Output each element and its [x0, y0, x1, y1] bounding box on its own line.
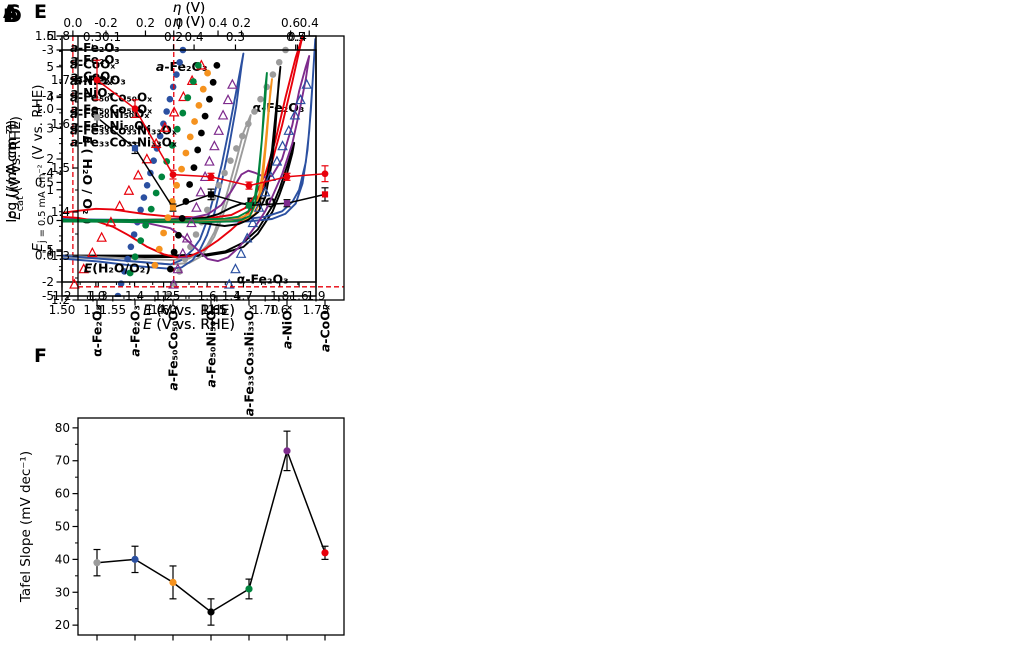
- svg-text:0.5: 0.5: [35, 175, 54, 189]
- svg-text:E (V vs. RHE): E (V vs. RHE): [143, 317, 235, 333]
- svg-text:0.0: 0.0: [63, 16, 82, 30]
- svg-text:0.4: 0.4: [185, 30, 204, 44]
- svg-text:1.6: 1.6: [51, 117, 70, 131]
- svg-text:log (j / A cm⁻²): log (j / A cm⁻²): [4, 124, 20, 223]
- svg-text:η (V): η (V): [173, 0, 206, 16]
- svg-text:50: 50: [55, 520, 70, 534]
- svg-text:30: 30: [55, 585, 70, 599]
- svg-text:1.2: 1.2: [51, 293, 70, 307]
- svg-text:0.2: 0.2: [136, 16, 155, 30]
- svg-text:70: 70: [55, 454, 70, 468]
- svg-text:a-Fe₂O₃: a-Fe₂O₃: [70, 41, 120, 55]
- svg-text:j (mA cm⁻²): j (mA cm⁻²): [4, 120, 20, 200]
- svg-text:-0.2: -0.2: [94, 16, 117, 30]
- svg-text:a-Fe₅₀Ni₅₀Oₓ: a-Fe₅₀Ni₅₀Oₓ: [70, 119, 149, 133]
- svg-text:a-Fe₅₀Co₅₀Oₓ: a-Fe₅₀Co₅₀Oₓ: [166, 304, 181, 390]
- svg-text:1.5: 1.5: [51, 161, 70, 175]
- svg-text:F: F: [34, 345, 47, 367]
- svg-text:1.75: 1.75: [303, 303, 330, 317]
- svg-text:1.65: 1.65: [201, 303, 228, 317]
- svg-text:-3: -3: [42, 43, 54, 57]
- svg-text:-4: -4: [42, 166, 54, 180]
- svg-text:1.7: 1.7: [51, 73, 70, 87]
- svg-text:E (V vs. RHE): E (V vs. RHE): [143, 303, 235, 319]
- svg-text:4: 4: [46, 91, 54, 105]
- svg-text:E(H₂O/O₂): E(H₂O/O₂): [84, 261, 151, 276]
- svg-text:0.3: 0.3: [83, 30, 102, 44]
- svg-text:0.4: 0.4: [288, 30, 307, 44]
- svg-text:20: 20: [55, 618, 70, 632]
- svg-text:0.1: 0.1: [102, 30, 121, 44]
- svg-text:1.5: 1.5: [207, 303, 226, 317]
- svg-text:a-CoOₓ: a-CoOₓ: [318, 304, 333, 352]
- svg-text:η (V): η (V): [173, 14, 206, 30]
- svg-text:a-NiOₓ: a-NiOₓ: [280, 304, 295, 349]
- svg-text:1.5: 1.5: [35, 29, 54, 43]
- svg-text:E ( H₂O / O₂ ): E ( H₂O / O₂ ): [80, 136, 95, 225]
- svg-text:0.4: 0.4: [300, 16, 319, 30]
- svg-text:1.0: 1.0: [35, 102, 54, 116]
- svg-text:A: A: [3, 1, 18, 23]
- svg-text:1.4: 1.4: [145, 303, 164, 317]
- svg-text:0.0: 0.0: [35, 249, 54, 263]
- svg-text:1: 1: [46, 183, 54, 197]
- svg-text:a-Fe₅₀Ni₅₀Oₓ: a-Fe₅₀Ni₅₀Oₓ: [204, 304, 219, 387]
- svg-text:40: 40: [55, 552, 70, 566]
- svg-text:η (V): η (V): [173, 0, 206, 16]
- svg-text:E (V vs. RHE): E (V vs. RHE): [143, 303, 235, 319]
- svg-text:-4: -4: [42, 166, 54, 180]
- svg-text:a-NiOₓ: a-NiOₓ: [70, 86, 112, 100]
- svg-text:Ej = 0.5 mA cm⁻² (V vs. RHE): Ej = 0.5 mA cm⁻² (V vs. RHE): [30, 84, 48, 251]
- svg-text:1.6: 1.6: [269, 303, 288, 317]
- svg-text:1.8: 1.8: [51, 29, 70, 43]
- svg-text:0.6: 0.6: [281, 16, 300, 30]
- svg-text:a-Fe₂O₃: a-Fe₂O₃: [128, 305, 143, 357]
- svg-text:2: 2: [46, 152, 54, 166]
- svg-text:B: B: [3, 5, 17, 27]
- svg-text:0.0: 0.0: [164, 16, 183, 30]
- svg-text:a-Fe₃₃Co₃₃Ni₃₃Oₓ: a-Fe₃₃Co₃₃Ni₃₃Oₓ: [242, 304, 257, 416]
- svg-text:1.70: 1.70: [252, 303, 279, 317]
- svg-text:C: C: [6, 1, 20, 23]
- svg-text:Tafel Slope (mV dec⁻¹): Tafel Slope (mV dec⁻¹): [18, 451, 34, 603]
- svg-text:80: 80: [55, 421, 70, 435]
- svg-text:α-Fe₂O₃: α-Fe₂O₃: [237, 272, 289, 287]
- svg-text:η (V): η (V): [173, 14, 206, 30]
- svg-text:E: E: [34, 1, 47, 23]
- svg-text:Ecat (V vs. RHE): Ecat (V vs. RHE): [8, 116, 26, 220]
- svg-text:0: 0: [46, 214, 54, 228]
- svg-text:0.3: 0.3: [226, 30, 245, 44]
- svg-text:1.4: 1.4: [51, 205, 70, 219]
- svg-text:-1: -1: [42, 244, 54, 258]
- svg-text:5: 5: [46, 60, 54, 74]
- svg-text:1.3: 1.3: [83, 303, 102, 317]
- svg-text:1.60: 1.60: [150, 303, 177, 317]
- svg-text:60: 60: [55, 487, 70, 501]
- svg-text:-3: -3: [42, 89, 54, 103]
- svg-text:D: D: [6, 5, 22, 27]
- svg-text:1.50: 1.50: [49, 303, 76, 317]
- svg-text:-5: -5: [42, 243, 54, 257]
- svg-text:log (j / A cm⁻²): log (j / A cm⁻²): [4, 124, 20, 223]
- svg-text:1.3: 1.3: [51, 249, 70, 263]
- panel-E-F-summary-charts: E(H₂O/O₂) 1.2 1.3 1.4 1.5 1.6 1.7 1.8 Ecat (V vs…: [8, 1, 345, 641]
- svg-text:-2: -2: [42, 275, 54, 289]
- svg-text:α-Fe₂O₃: α-Fe₂O₃: [90, 305, 105, 357]
- svg-text:a-Fe₃₃Co₃₃Ni₃₃Oₓ: a-Fe₃₃Co₃₃Ni₃₃Oₓ: [70, 124, 177, 138]
- svg-text:3: 3: [46, 121, 54, 135]
- svg-text:0.2: 0.2: [164, 30, 183, 44]
- svg-text:0.2: 0.2: [232, 16, 251, 30]
- svg-text:1.55: 1.55: [99, 303, 126, 317]
- svg-text:-5: -5: [42, 289, 54, 303]
- svg-text:E (V vs. RHE): E (V vs. RHE): [143, 317, 235, 333]
- svg-text:6: 6: [46, 29, 54, 43]
- svg-text:j (mA cm⁻²): j (mA cm⁻²): [4, 120, 20, 200]
- svg-text:0.4: 0.4: [208, 16, 227, 30]
